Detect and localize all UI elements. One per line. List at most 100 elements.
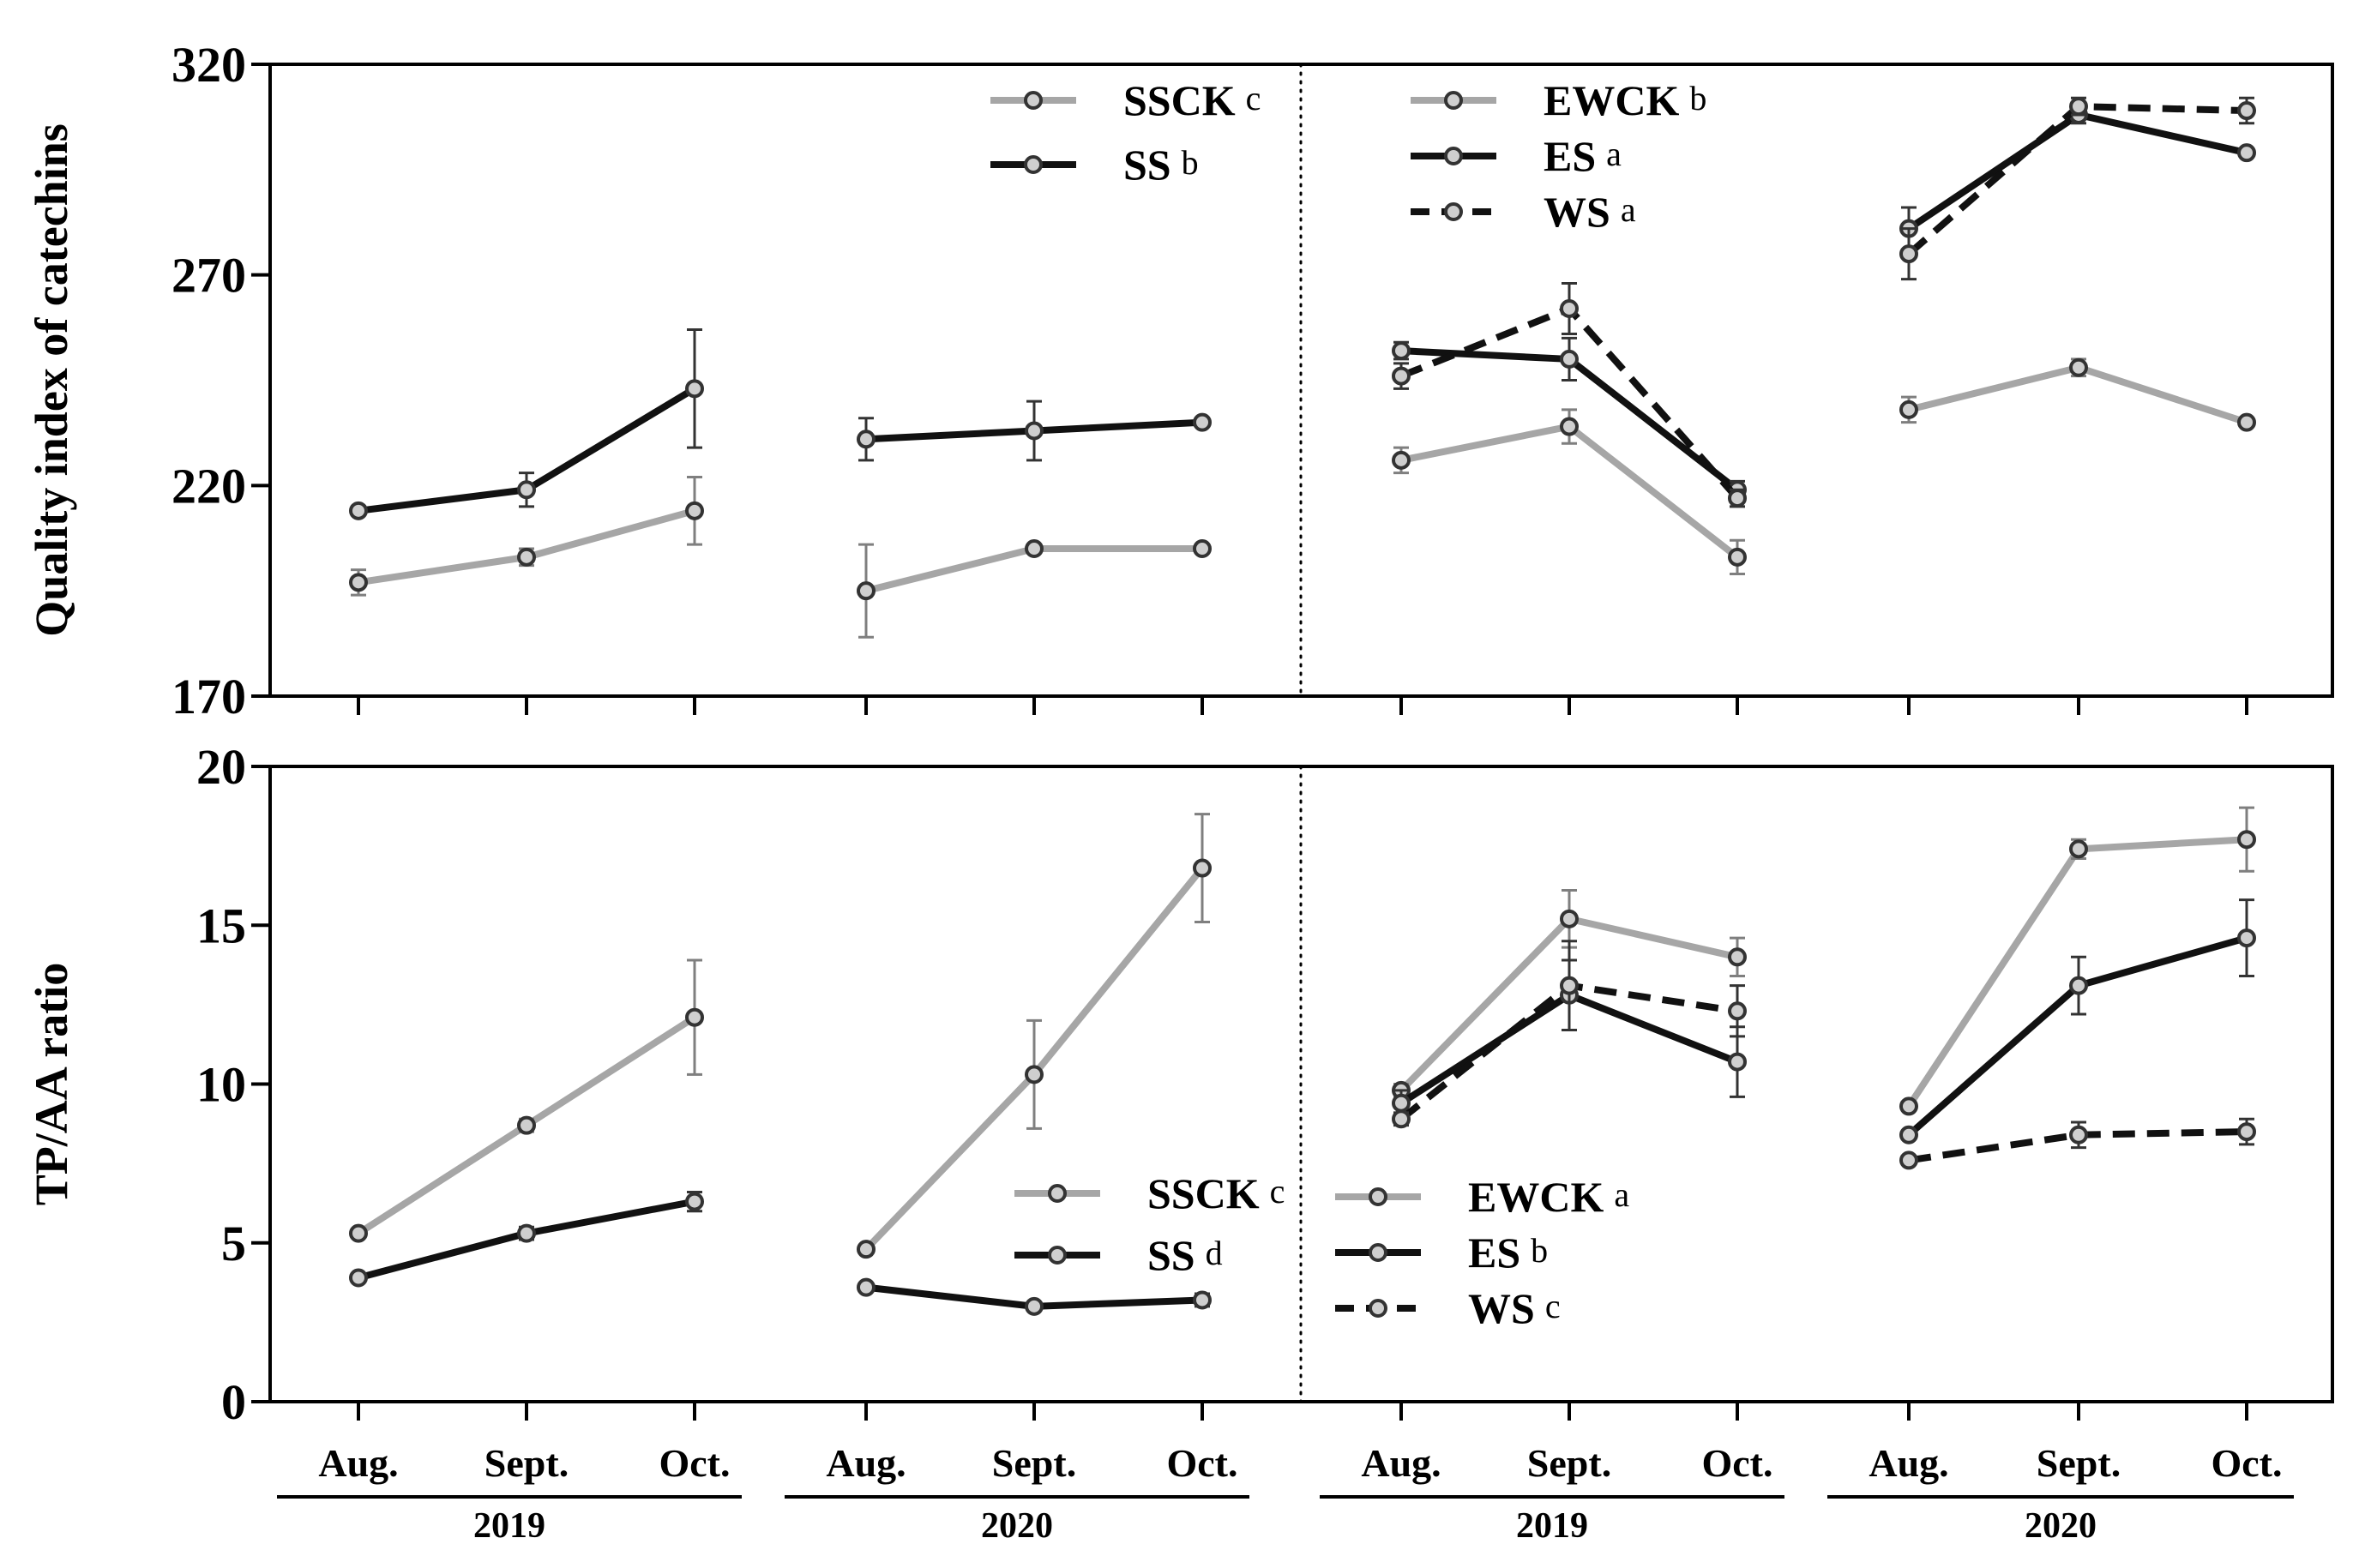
data-point-ewck bbox=[1560, 417, 1579, 436]
data-point-ssck bbox=[1025, 539, 1044, 559]
data-point-es bbox=[1392, 341, 1411, 361]
data-point-ws bbox=[2237, 1122, 2256, 1142]
data-point-ws bbox=[2069, 1125, 2088, 1144]
data-point-es bbox=[1392, 1093, 1411, 1113]
legend-marker bbox=[1048, 1184, 1067, 1203]
data-point-ewck bbox=[1392, 450, 1411, 470]
legend-marker bbox=[1024, 155, 1043, 174]
x-tick-label: Aug. bbox=[826, 1441, 906, 1485]
legend-label-ewck: EWCK a bbox=[1468, 1173, 1629, 1221]
data-point-es bbox=[2237, 928, 2256, 948]
data-point-ssck bbox=[349, 573, 368, 592]
data-point-es bbox=[2069, 976, 2088, 995]
data-point-ws bbox=[1560, 298, 1579, 318]
data-point-ewck bbox=[2237, 412, 2256, 432]
data-point-ws bbox=[2237, 101, 2256, 121]
legend-marker bbox=[1444, 91, 1463, 110]
data-point-ewck bbox=[1728, 947, 1747, 967]
series-line-ssck bbox=[358, 507, 696, 586]
data-point-ws bbox=[1728, 1001, 1747, 1021]
data-point-ssck bbox=[685, 501, 704, 520]
x-tick-label: Aug. bbox=[318, 1441, 398, 1485]
data-point-ssck bbox=[1193, 858, 1212, 878]
data-point-ss bbox=[685, 1192, 704, 1211]
data-point-es bbox=[1728, 1052, 1747, 1072]
legend-label-ss: SS d bbox=[1147, 1231, 1223, 1279]
data-point-ss bbox=[349, 1268, 368, 1288]
data-point-ws bbox=[1392, 366, 1411, 386]
legend-marker bbox=[1369, 1243, 1387, 1262]
data-point-ewck bbox=[1899, 400, 1918, 419]
data-point-ewck bbox=[2069, 839, 2088, 859]
data-point-ssck bbox=[517, 1115, 536, 1135]
data-point-es bbox=[2237, 143, 2256, 163]
y-tick-label: 270 bbox=[172, 248, 246, 303]
x-tick-label: Oct. bbox=[1701, 1441, 1772, 1485]
legend-label-es: ES b bbox=[1468, 1229, 1548, 1277]
data-point-ewck bbox=[1728, 547, 1747, 567]
data-point-ssck bbox=[1193, 539, 1212, 559]
legend-label-ssck: SSCK c bbox=[1147, 1169, 1285, 1217]
data-point-ss bbox=[517, 1223, 536, 1243]
year-label: 2020 bbox=[981, 1506, 1053, 1546]
data-point-ssck bbox=[857, 1240, 876, 1259]
data-point-ss bbox=[517, 480, 536, 500]
data-point-ewck bbox=[2237, 830, 2256, 850]
legend-label-es: ES a bbox=[1544, 132, 1622, 180]
x-tick-label: Aug. bbox=[1869, 1441, 1948, 1485]
x-tick-label: Oct. bbox=[1166, 1441, 1237, 1485]
x-tick-label: Sept. bbox=[484, 1441, 569, 1485]
data-point-ssck bbox=[349, 1223, 368, 1243]
data-point-ws bbox=[1392, 1109, 1411, 1129]
y-tick-label: 170 bbox=[172, 669, 246, 724]
x-tick-label: Sept. bbox=[992, 1441, 1076, 1485]
y-tick-label: 320 bbox=[172, 37, 246, 93]
y-tick-label: 0 bbox=[221, 1374, 246, 1430]
legend-marker bbox=[1024, 91, 1043, 110]
data-point-ssck bbox=[685, 1007, 704, 1027]
y-tick-label: 20 bbox=[196, 739, 246, 795]
legend-label-ws: WS a bbox=[1544, 188, 1636, 236]
data-point-ws bbox=[1899, 244, 1918, 264]
legend-label-ws: WS c bbox=[1468, 1284, 1561, 1332]
data-point-ewck bbox=[1560, 909, 1579, 928]
year-label: 2019 bbox=[473, 1506, 545, 1546]
data-point-ss bbox=[685, 379, 704, 399]
data-point-ws bbox=[2069, 97, 2088, 117]
legend-marker bbox=[1048, 1246, 1067, 1265]
data-point-ssck bbox=[517, 547, 536, 567]
data-point-ws bbox=[1560, 976, 1579, 995]
data-point-ssck bbox=[857, 581, 876, 601]
series-line-es bbox=[1906, 111, 2248, 231]
data-point-ewck bbox=[2069, 357, 2088, 377]
data-point-ws bbox=[1899, 1150, 1918, 1170]
y-tick-label: 10 bbox=[196, 1057, 246, 1113]
y-axis-label: Quality index of catechins bbox=[26, 123, 77, 637]
data-point-ss bbox=[349, 501, 368, 520]
legend-label-ss: SS b bbox=[1123, 141, 1199, 189]
legend-label-ewck: EWCK b bbox=[1544, 76, 1706, 124]
x-tick-label: Sept. bbox=[2037, 1441, 2121, 1485]
legend-marker bbox=[1369, 1187, 1387, 1206]
year-label: 2020 bbox=[2025, 1506, 2097, 1546]
data-point-es bbox=[1560, 349, 1579, 369]
legend-marker bbox=[1444, 202, 1463, 221]
data-point-ewck bbox=[1899, 1096, 1918, 1116]
series-line-ws bbox=[1906, 103, 2248, 257]
x-tick-label: Sept. bbox=[1527, 1441, 1611, 1485]
data-point-ss bbox=[1193, 412, 1212, 432]
y-axis-label: TP/AA ratio bbox=[26, 963, 77, 1205]
data-point-ssck bbox=[1025, 1065, 1044, 1084]
data-point-ss bbox=[857, 1277, 876, 1297]
year-label: 2019 bbox=[1516, 1506, 1588, 1546]
data-point-ss bbox=[857, 430, 876, 449]
x-tick-label: Aug. bbox=[1361, 1441, 1441, 1485]
data-point-ss bbox=[1025, 421, 1044, 441]
y-tick-label: 5 bbox=[221, 1216, 246, 1271]
x-tick-label: Oct. bbox=[659, 1441, 730, 1485]
data-point-es bbox=[1899, 1125, 1918, 1144]
x-tick-label: Oct. bbox=[2211, 1441, 2282, 1485]
legend-label-ssck: SSCK c bbox=[1123, 76, 1261, 124]
y-tick-label: 15 bbox=[196, 898, 246, 953]
